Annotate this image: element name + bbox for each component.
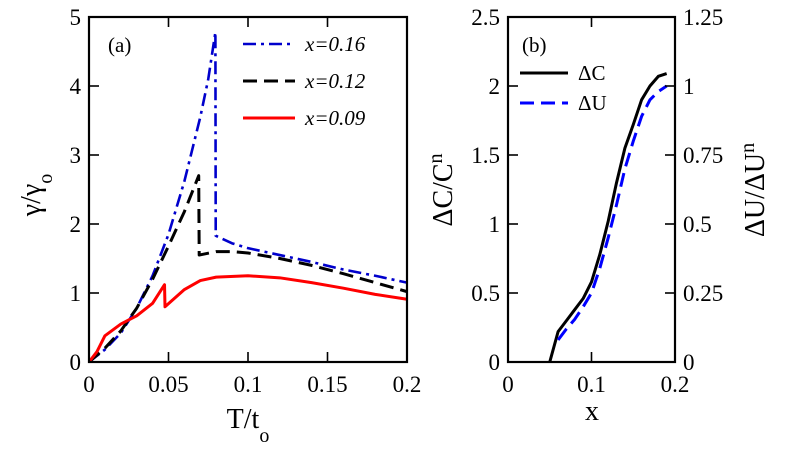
panel-a-xtick-label: 0 (83, 372, 95, 397)
panel-b-series (548, 72, 668, 363)
panel-b-ytick-label: 0 (489, 350, 501, 375)
panel-b-ytick-right-label: 0.25 (683, 281, 723, 306)
panel-b-ylabel-left-main: ΔC/C (428, 163, 459, 226)
panel-b-legend-label-0: ΔC (578, 61, 606, 85)
panel-a-series-line-2 (87, 274, 408, 363)
panel-b-ytick-right-label: 0.75 (683, 143, 723, 168)
panel-b-ylabel-right-sub: n (737, 143, 759, 153)
panel-b-ytick-right-label: 1.25 (683, 5, 723, 30)
panel-a-ylabel-main: γ/γ (16, 184, 47, 218)
panel-b-legend: ΔC ΔU (520, 61, 607, 115)
panel-b-ytick-right-label: 0 (683, 350, 695, 375)
panel-b-ylabel-left: ΔC/Cn (425, 153, 459, 226)
panel-a-ytick-label: 4 (70, 74, 82, 99)
panel-a-ytick-label: 1 (70, 281, 82, 306)
panel-a-series-line-1 (88, 174, 408, 364)
panel-a-ticks: 0 0.05 0.1 0.15 0.2 0 1 2 3 4 5 (70, 5, 422, 397)
panel-a-legend-label-1: x=0.12 (304, 69, 366, 93)
panel-a-xtick-label: 0.15 (307, 372, 347, 397)
panel-a-ylabel-sub: o (35, 174, 57, 184)
panel-a-legend-label-0: x=0.16 (304, 32, 366, 56)
panel-a-xtick-label: 0.1 (234, 372, 263, 397)
panel-b-series-line-1 (556, 84, 668, 341)
panel-b-xlabel: x (585, 396, 599, 427)
panel-b-ytick-right-label: 1 (683, 74, 695, 99)
panel-a-series (87, 30, 408, 364)
panel-a-xtick-label: 0.2 (393, 372, 422, 397)
panel-b-xtick-label: 0.2 (661, 372, 690, 397)
panel-a-xlabel-sub: o (259, 425, 269, 447)
panel-a-label: (a) (108, 33, 131, 57)
panel-a-ylabel: γ/γo (16, 174, 57, 218)
panel-a-series-line-0 (88, 30, 408, 364)
panel-a-xlabel-main: T/t (227, 404, 260, 435)
panel-b-series-line-0 (548, 72, 668, 363)
panel-b-ytick-label: 1 (489, 212, 501, 237)
panel-b-ytick-right-label: 0.5 (683, 212, 712, 237)
panel-a-ytick-label: 2 (70, 212, 82, 237)
panel-a-xtick-label: 0.05 (148, 372, 188, 397)
panel-b-ytick-label: 1.5 (471, 143, 500, 168)
panel-b-ytick-label: 2.5 (471, 5, 500, 30)
panel-b-xtick-label: 0 (502, 372, 514, 397)
panel-b-ylabel-right: ΔU/ΔUn (737, 143, 771, 237)
panel-a-ytick-label: 0 (70, 350, 82, 375)
panel-b-ytick-label: 2 (489, 74, 501, 99)
panel-b-xtick-label: 0.1 (577, 372, 606, 397)
panel-a-legend-label-2: x=0.09 (304, 106, 366, 130)
panel-a-ytick-label: 3 (70, 143, 82, 168)
panel-a-xlabel: T/to (227, 404, 270, 447)
panel-b-ytick-label: 0.5 (471, 281, 500, 306)
panel-b-ylabel-right-main: ΔU/ΔU (740, 153, 771, 237)
panel-b-label: (b) (522, 33, 547, 57)
panel-a-ytick-label: 5 (70, 5, 82, 30)
panel-b-ylabel-left-sub: n (425, 153, 447, 163)
panel-b-legend-label-1: ΔU (578, 91, 607, 115)
panel-a-legend: x=0.16 x=0.12 x=0.09 (243, 32, 366, 130)
